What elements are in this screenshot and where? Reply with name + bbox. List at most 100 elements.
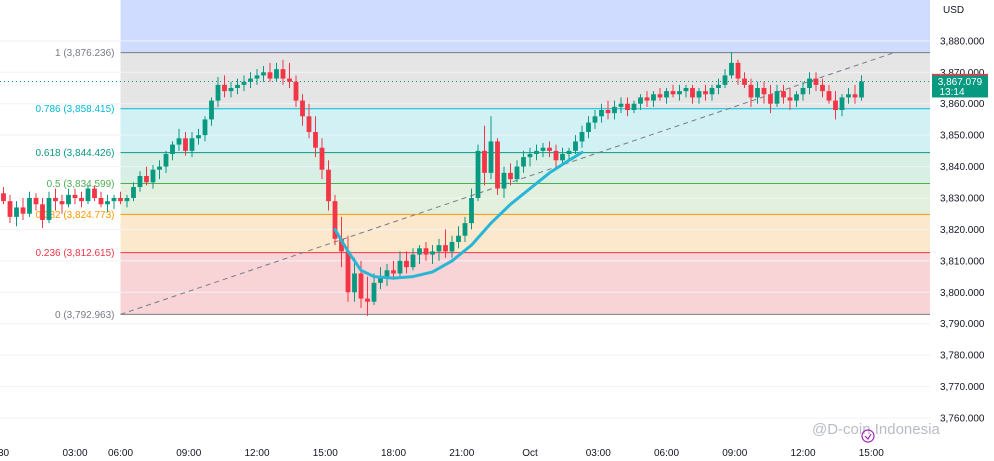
- trend-line: [120, 52, 895, 315]
- fib-zone-0.236: [120, 252, 930, 315]
- candle-up: [631, 100, 637, 114]
- candle-body: [495, 141, 500, 189]
- time-tick-label: 09:00: [722, 448, 747, 459]
- candle-body: [462, 223, 468, 236]
- candle-up: [111, 194, 117, 209]
- candle-down: [319, 138, 325, 180]
- candle-up: [846, 88, 851, 104]
- candle-body: [846, 94, 851, 98]
- candle-body: [436, 245, 442, 252]
- candle-body: [508, 172, 513, 180]
- candle-down: [326, 160, 331, 211]
- time-tick-label: 15:00: [313, 448, 338, 459]
- time-tick-label: 06:00: [108, 448, 133, 459]
- candle-up: [157, 160, 162, 180]
- candle-down: [690, 84, 695, 104]
- candle-up: [176, 128, 182, 151]
- candle-body: [482, 150, 487, 173]
- candle-down: [345, 235, 351, 302]
- candle-body: [384, 270, 390, 277]
- time-axis[interactable]: 30 03:00 06:00 09:00 12:00 15:00 18:00 21:00 Oct…: [0, 448, 884, 459]
- candle-up: [274, 62, 279, 82]
- candle-body: [670, 91, 676, 95]
- price-tick-label: 3,820.000: [940, 225, 985, 236]
- candle-body: [787, 97, 793, 101]
- candle-body: [59, 201, 65, 205]
- candle-up: [124, 194, 130, 208]
- candle-body: [735, 62, 741, 79]
- candle-down: [404, 251, 409, 274]
- candle-body: [228, 88, 234, 92]
- alert-check-icon: [864, 433, 872, 440]
- candle-down: [391, 260, 396, 280]
- candle-down: [768, 84, 773, 114]
- candle-up: [579, 125, 585, 148]
- candle-up: [456, 226, 461, 249]
- candle-body: [774, 91, 780, 104]
- candle-body: [755, 88, 760, 98]
- candle-body: [306, 116, 312, 132]
- candle-body: [267, 72, 273, 79]
- candle-up: [755, 81, 760, 104]
- candle-body: [202, 119, 208, 136]
- candle-body: [716, 84, 721, 88]
- candle-body: [657, 94, 663, 98]
- candle-body: [443, 245, 448, 252]
- candle-up: [397, 251, 403, 277]
- candle-down: [820, 78, 825, 98]
- candle-body: [27, 198, 32, 214]
- candle-body: [280, 69, 286, 79]
- time-tick-label: Oct: [522, 448, 538, 459]
- candle-body: [703, 91, 708, 95]
- candle-up: [228, 81, 234, 98]
- candle-body: [150, 169, 156, 183]
- time-tick-label: 12:00: [244, 448, 269, 459]
- candle-down: [482, 125, 487, 186]
- candle-down: [735, 59, 741, 85]
- candle-up: [46, 191, 52, 224]
- candle-down: [40, 198, 45, 228]
- candle-body: [1, 193, 6, 202]
- candle-body: [501, 172, 507, 189]
- candle-body: [833, 100, 838, 110]
- fib-label-0.236: 0.236 (3,812.615): [36, 248, 115, 259]
- last-price-label: 3,867.079: [938, 77, 983, 88]
- candle-up: [196, 128, 201, 145]
- candle-body: [254, 75, 260, 79]
- candle-up: [800, 81, 806, 101]
- candle-body: [540, 147, 546, 151]
- price-axis[interactable]: USD 3,880.000 3,870.000 3,860.000 3,850.000…: [930, 0, 994, 461]
- candle-down: [267, 62, 273, 82]
- price-tick-label: 3,790.000: [940, 319, 985, 330]
- candle-down: [703, 84, 708, 101]
- candle-body: [449, 242, 455, 252]
- candle-up: [27, 191, 32, 217]
- time-tick-label: 12:00: [790, 448, 815, 459]
- fib-label-0: 0 (3,792.963): [55, 310, 115, 321]
- last-price-tag: [932, 75, 988, 98]
- candle-body: [157, 166, 162, 170]
- watermark-text: @D-coin Indonesia: [812, 421, 940, 438]
- fib-label-1: 1 (3,876.236): [55, 48, 115, 59]
- candle-down: [657, 88, 663, 101]
- candle-body: [742, 78, 747, 85]
- candle-body: [605, 110, 611, 114]
- candle-up: [248, 72, 253, 88]
- candle-up: [612, 100, 617, 120]
- candle-up: [241, 75, 247, 92]
- candle-body: [98, 198, 104, 205]
- candle-body: [53, 198, 58, 202]
- candle-body: [839, 97, 845, 110]
- candle-body: [7, 201, 13, 217]
- candle-up: [209, 97, 214, 126]
- candle-body: [241, 81, 247, 85]
- candle-body: [677, 91, 682, 95]
- candle-down: [7, 194, 13, 224]
- time-tick-label: 03:00: [62, 448, 87, 459]
- candle-up: [599, 103, 604, 123]
- time-tick-label: 30: [0, 448, 9, 459]
- candle-up: [235, 78, 240, 95]
- candle-body: [683, 88, 689, 92]
